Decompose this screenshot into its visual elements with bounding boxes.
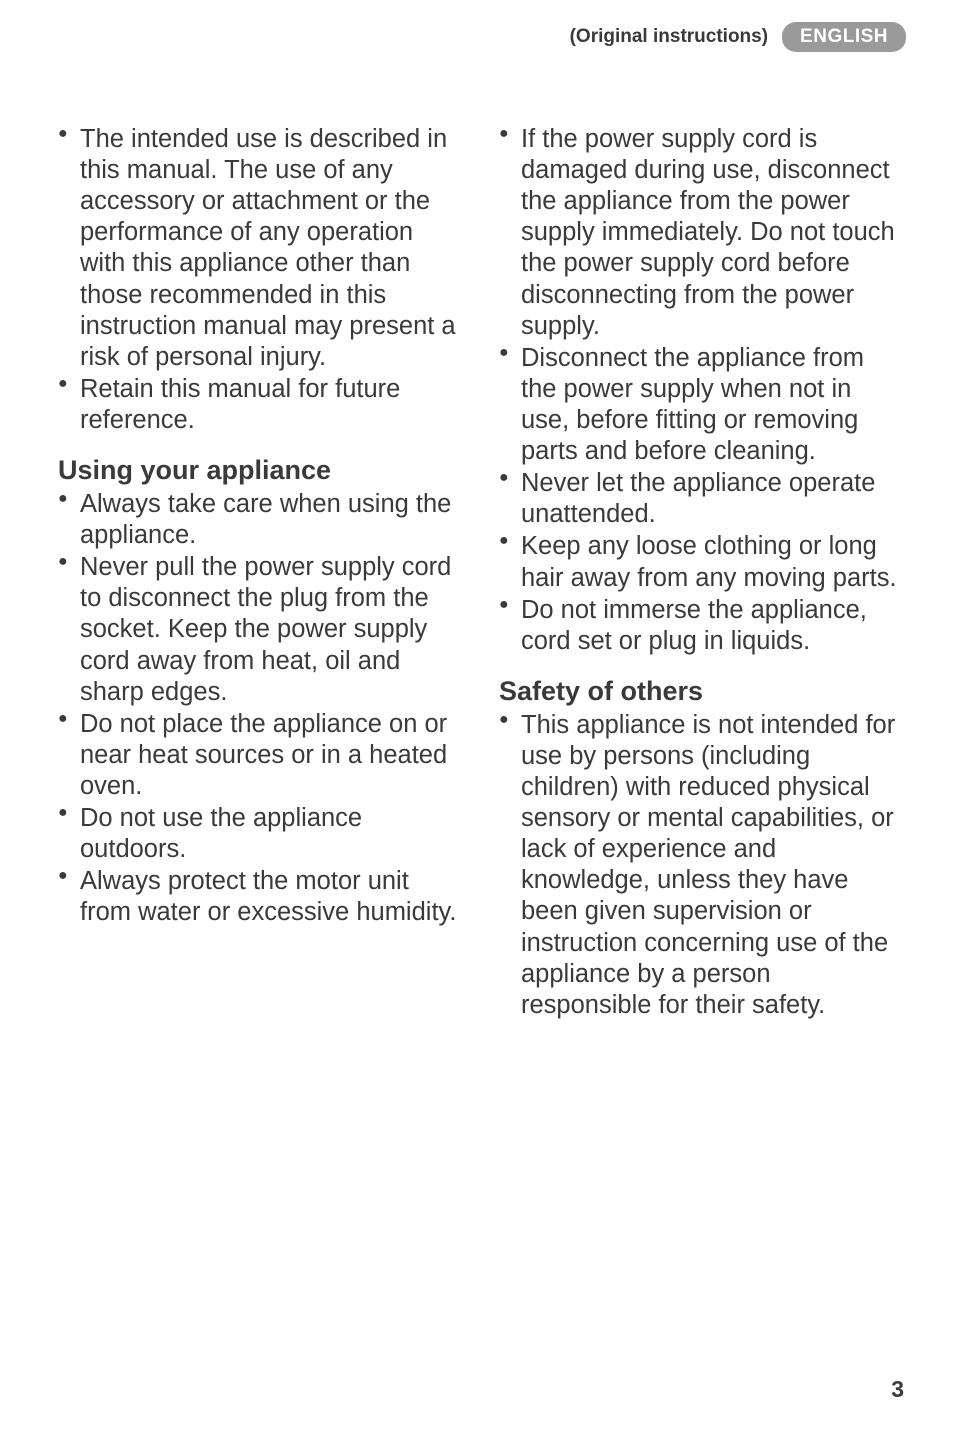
list-item: Never let the appliance operate unattend… xyxy=(499,468,904,530)
left-column: The intended use is described in this ma… xyxy=(54,124,463,1022)
list-item: If the power supply cord is damaged duri… xyxy=(499,124,904,342)
content-columns: The intended use is described in this ma… xyxy=(54,124,906,1022)
heading-using-appliance: Using your appliance xyxy=(58,454,463,487)
list-item: Do not place the appliance on or near he… xyxy=(58,709,463,802)
list-item: Always take care when using the applianc… xyxy=(58,489,463,551)
list-item: Keep any loose clothing or long hair awa… xyxy=(499,531,904,593)
page-number: 3 xyxy=(891,1376,904,1403)
list-item: Do not use the appliance outdoors. xyxy=(58,803,463,865)
list-item: Always protect the motor unit from water… xyxy=(58,866,463,928)
header: (Original instructions) ENGLISH xyxy=(54,22,906,52)
list-item: This appliance is not intended for use b… xyxy=(499,710,904,1021)
list-item: Never pull the power supply cord to disc… xyxy=(58,552,463,708)
heading-safety-of-others: Safety of others xyxy=(499,675,904,708)
page: (Original instructions) ENGLISH The inte… xyxy=(0,0,960,1022)
list-item: The intended use is described in this ma… xyxy=(58,124,463,373)
right-column: If the power supply cord is damaged duri… xyxy=(499,124,906,1022)
original-instructions-label: (Original instructions) xyxy=(570,26,768,48)
language-badge: ENGLISH xyxy=(782,22,906,52)
list-item: Disconnect the appliance from the power … xyxy=(499,343,904,467)
list-item: Retain this manual for future reference. xyxy=(58,374,463,436)
list-item: Do not immerse the appliance, cord set o… xyxy=(499,595,904,657)
